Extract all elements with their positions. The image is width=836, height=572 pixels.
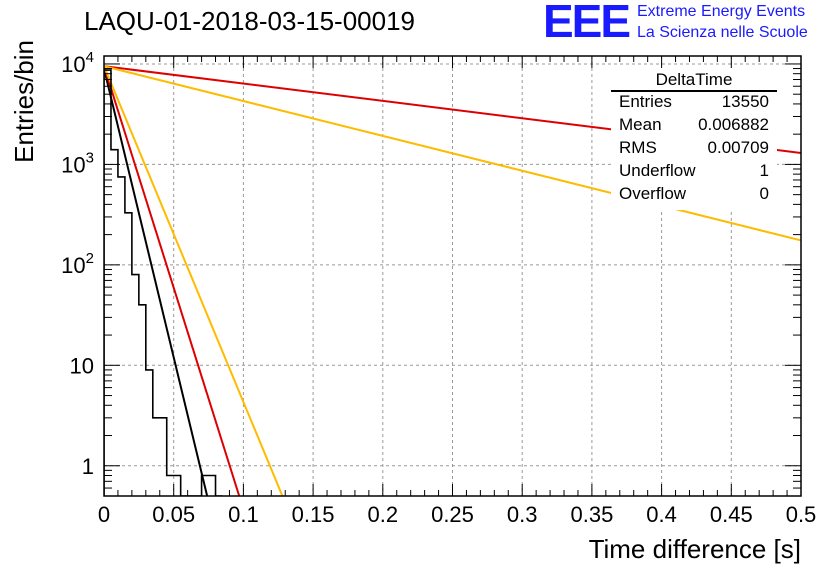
stats-label: Overflow [619,184,687,203]
stats-value: 0 [759,184,769,203]
fit-line-fit-red-steep [104,65,241,496]
stats-label: Entries [619,92,672,111]
y-tick-label: 102 [61,250,94,278]
x-tick-label: 0.1 [228,502,259,527]
eee-logo: EEE [543,0,631,47]
stats-divider [611,90,777,92]
stats-title: DeltaTime [655,70,733,89]
x-tick-label: 0.2 [368,502,399,527]
stats-value: 1 [759,161,769,180]
y-tick-label: 104 [61,49,94,77]
stats-value: 0.006882 [698,115,769,134]
stats-box: DeltaTime Entries 13550 Mean 0.006882 RM… [611,68,777,210]
x-axis-title: Time difference [s] [589,534,801,564]
logo-subtitle-1: Extreme Energy Events [637,3,806,20]
chart-title: LAQU-01-2018-03-15-00019 [84,6,415,36]
stats-label: Underflow [619,161,696,180]
x-tick-label: 0.35 [570,502,613,527]
x-tick-label: 0.25 [431,502,474,527]
stats-label: RMS [619,138,657,157]
x-tick-label: 0.15 [292,502,335,527]
y-tick-label: 1 [82,454,94,479]
x-tick-label: 0 [98,502,110,527]
y-tick-label: 103 [61,149,94,177]
x-tick-label: 0.05 [152,502,195,527]
fit-line-fit-yellow-slow [104,65,801,242]
histogram-steps [104,69,223,496]
x-tick-label: 0.3 [507,502,538,527]
stats-value: 0.00709 [707,138,769,157]
logo-subtitle-2: La Scienza nelle Scuole [637,24,808,41]
stats-value: 13550 [721,92,769,111]
fit-line-fit [104,68,209,496]
x-tick-label: 0.5 [786,502,817,527]
y-tick-label: 10 [70,353,94,378]
y-axis-title: Entries/bin [9,40,39,163]
fit-line-fit-yellow-steep [104,65,284,496]
x-tick-label: 0.45 [710,502,753,527]
x-tick-label: 0.4 [646,502,677,527]
stats-label: Mean [619,115,662,134]
